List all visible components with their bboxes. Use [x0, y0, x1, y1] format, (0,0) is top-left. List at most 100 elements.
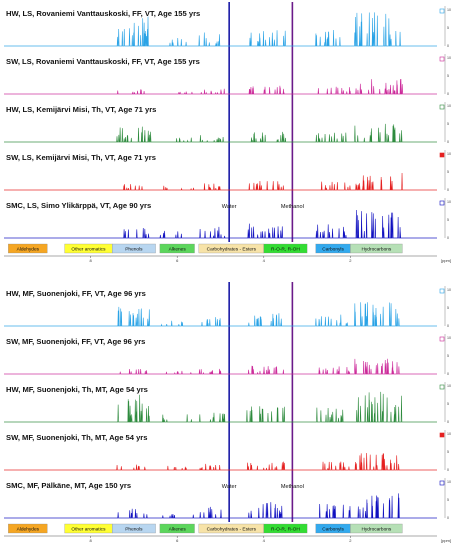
- right-tick-label: 10: [447, 288, 451, 292]
- legend-marker: [439, 200, 445, 206]
- region-band: [112, 243, 156, 254]
- x-tick-label: 8: [89, 538, 92, 543]
- right-tick-label: 10: [447, 336, 451, 340]
- x-tick-label: 4: [263, 538, 266, 543]
- spectrum-label: SW, LS, Kemijärvi Misi, Th, VT, Age 71 y…: [6, 153, 156, 162]
- spectrum-line: [4, 453, 437, 471]
- region-band: [350, 523, 403, 534]
- right-tick-label: 10: [447, 384, 451, 388]
- region-label: Carbonyls: [322, 246, 344, 252]
- legend-marker: [439, 384, 445, 390]
- right-tick-label: 5: [447, 402, 449, 406]
- right-tick-label: 0: [447, 516, 449, 520]
- right-tick-label: 10: [447, 104, 451, 108]
- marker-label-methanol: Methanol: [281, 484, 304, 490]
- right-tick-label: 5: [447, 354, 449, 358]
- spectrum-line: [4, 123, 437, 143]
- right-tick-label: 5: [447, 306, 449, 310]
- legend-marker: [439, 336, 445, 342]
- right-tick-label: 0: [447, 44, 449, 48]
- region-label: Hydrocarbons: [361, 526, 391, 532]
- right-tick-label: 10: [447, 432, 451, 436]
- right-tick-label: 10: [447, 8, 451, 12]
- x-axis-label: [ppm]: [441, 258, 451, 263]
- region-label: Other aromatics: [71, 246, 106, 252]
- right-tick-label: 0: [447, 468, 449, 472]
- right-tick-label: 5: [447, 450, 449, 454]
- legend-marker: [439, 480, 445, 486]
- legend-marker: [439, 432, 445, 438]
- legend-marker: [439, 104, 445, 110]
- region-label: Aldehydes: [17, 526, 40, 532]
- legend-marker: [439, 8, 445, 14]
- region-label: R-O-R, R-OH: [271, 246, 300, 252]
- right-tick-label: 0: [447, 324, 449, 328]
- spectrum-line: [4, 493, 437, 519]
- x-tick-label: 6: [176, 538, 179, 543]
- spectrum-line: [4, 173, 437, 191]
- region-label: Phenols: [125, 526, 143, 532]
- x-axis-label: [ppm]: [441, 538, 451, 543]
- region-label: R-O-R, R-OH: [271, 526, 300, 532]
- spectrum-label: SW, MF, Suonenjoki, FF, VT, Age 96 yrs: [6, 337, 145, 346]
- marker-label-water: Water: [222, 484, 237, 490]
- region-label: Aldehydes: [17, 246, 40, 252]
- region-band: [112, 523, 156, 534]
- spectrum-label: HW, LS, Kemijärvi Misi, Th, VT, Age 71 y…: [6, 105, 156, 114]
- region-label: Phenols: [125, 246, 143, 252]
- spectrum-label: HW, LS, Rovaniemi Vanttauskoski, FF, VT,…: [6, 9, 200, 18]
- right-tick-label: 0: [447, 188, 449, 192]
- x-tick-label: 4: [263, 258, 266, 263]
- spectrum-panel-2: HW, MF, Suonenjoki, FF, VT, Age 96 yrs 0 5…: [4, 282, 451, 543]
- right-tick-label: 0: [447, 420, 449, 424]
- spectrum-line: [4, 210, 437, 239]
- region-label: Hydrocarbons: [361, 246, 391, 252]
- region-label: Alkenes: [169, 526, 187, 532]
- right-tick-label: 5: [447, 122, 449, 126]
- x-tick-label: 2: [349, 258, 352, 263]
- spectrum-line: [4, 79, 437, 95]
- region-label: Carbohydrates - Esters: [207, 246, 257, 252]
- spectrum-line: [4, 302, 437, 327]
- spectrum-line: [4, 358, 437, 375]
- right-tick-label: 5: [447, 26, 449, 30]
- marker-label-methanol: Methanol: [281, 204, 304, 210]
- legend-marker: [439, 288, 445, 294]
- region-band: [263, 523, 308, 534]
- right-tick-label: 10: [447, 480, 451, 484]
- region-band: [263, 243, 308, 254]
- region-band: [159, 243, 195, 254]
- right-tick-label: 0: [447, 236, 449, 240]
- right-tick-label: 5: [447, 74, 449, 78]
- right-tick-label: 5: [447, 170, 449, 174]
- marker-label-water: Water: [222, 204, 237, 210]
- x-tick-label: 6: [176, 258, 179, 263]
- region-label: Carbonyls: [322, 526, 344, 532]
- right-tick-label: 10: [447, 56, 451, 60]
- spectrum-label: SW, MF, Suonenjoki, Th, MT, Age 54 yrs: [6, 433, 148, 442]
- region-label: Other aromatics: [71, 526, 106, 532]
- region-band: [8, 523, 48, 534]
- right-tick-label: 0: [447, 140, 449, 144]
- spectrum-label: SMC, MF, Pälkäne, MT, Age 150 yrs: [6, 481, 131, 490]
- spectrum-label: SW, LS, Rovaniemi Vanttauskoski, FF, VT,…: [6, 57, 200, 66]
- spectrum-panel-1: HW, LS, Rovaniemi Vanttauskoski, FF, VT,…: [4, 2, 451, 263]
- spectrum-label: HW, MF, Suonenjoki, FF, VT, Age 96 yrs: [6, 289, 146, 298]
- x-tick-label: 8: [89, 258, 92, 263]
- spectrum-label: HW, MF, Suonenjoki, Th, MT, Age 54 yrs: [6, 385, 148, 394]
- spectrum-label: SMC, LS, Simo Ylikärppä, VT, Age 90 yrs: [6, 201, 151, 210]
- region-band: [350, 243, 403, 254]
- region-band: [159, 523, 195, 534]
- right-tick-label: 10: [447, 152, 451, 156]
- region-label: Alkenes: [169, 246, 187, 252]
- x-tick-label: 2: [349, 538, 352, 543]
- right-tick-label: 10: [447, 200, 451, 204]
- spectrum-line: [4, 391, 437, 423]
- region-band: [8, 243, 48, 254]
- right-tick-label: 5: [447, 218, 449, 222]
- right-tick-label: 0: [447, 372, 449, 376]
- legend-marker: [439, 152, 445, 158]
- right-tick-label: 0: [447, 92, 449, 96]
- legend-marker: [439, 56, 445, 62]
